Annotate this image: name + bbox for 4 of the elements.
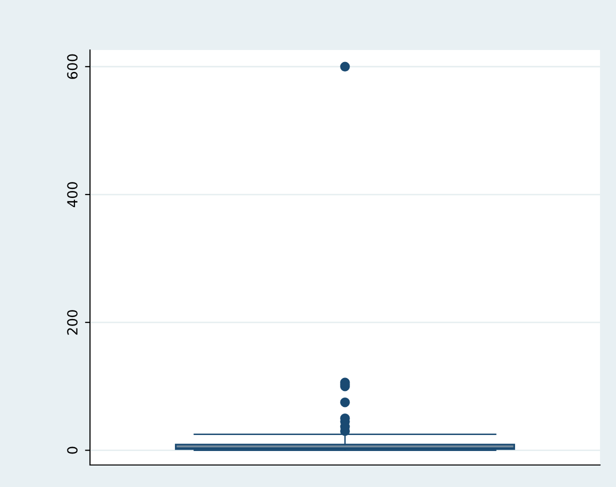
y-tick-label: 200 xyxy=(67,310,78,335)
y-tick-label: 0 xyxy=(67,446,78,454)
y-tick-label: 400 xyxy=(67,182,78,208)
y-tick-label: 600 xyxy=(67,54,78,79)
